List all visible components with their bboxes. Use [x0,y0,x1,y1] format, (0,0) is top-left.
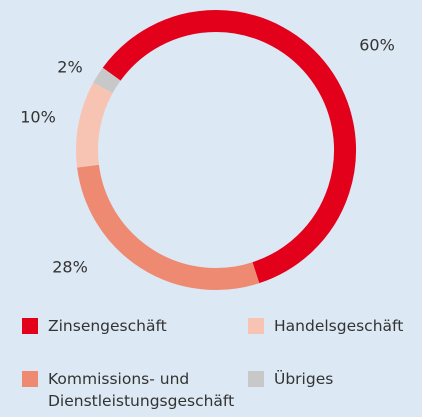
legend-label: Übriges [274,370,334,388]
value-label: 60% [359,36,395,55]
donut-segment [77,164,260,290]
legend-swatch [248,371,264,387]
legend-item: Kommissions- und Dienstleistungsgeschäft [22,368,235,412]
legend-item: Handelsgeschäft [248,315,403,337]
donut-segment [93,67,121,94]
legend-label: Handelsgeschäft [274,317,404,335]
donut-segment [102,10,356,284]
donut-area: 60% 28% 10% 2% [20,10,395,290]
legend-item: Übriges [248,368,333,390]
legend-swatch [248,318,264,334]
legend-label: Zinsengeschäft [48,317,167,335]
value-label: 2% [57,58,82,77]
legend-swatch [22,318,38,334]
legend-label: Kommissions- und Dienstleistungsgeschäft [48,370,235,410]
legend-swatch [22,371,38,387]
value-label: 28% [52,258,88,277]
value-label: 10% [20,108,56,127]
legend-item: Zinsengeschäft [22,315,167,337]
donut-segment [76,82,113,168]
